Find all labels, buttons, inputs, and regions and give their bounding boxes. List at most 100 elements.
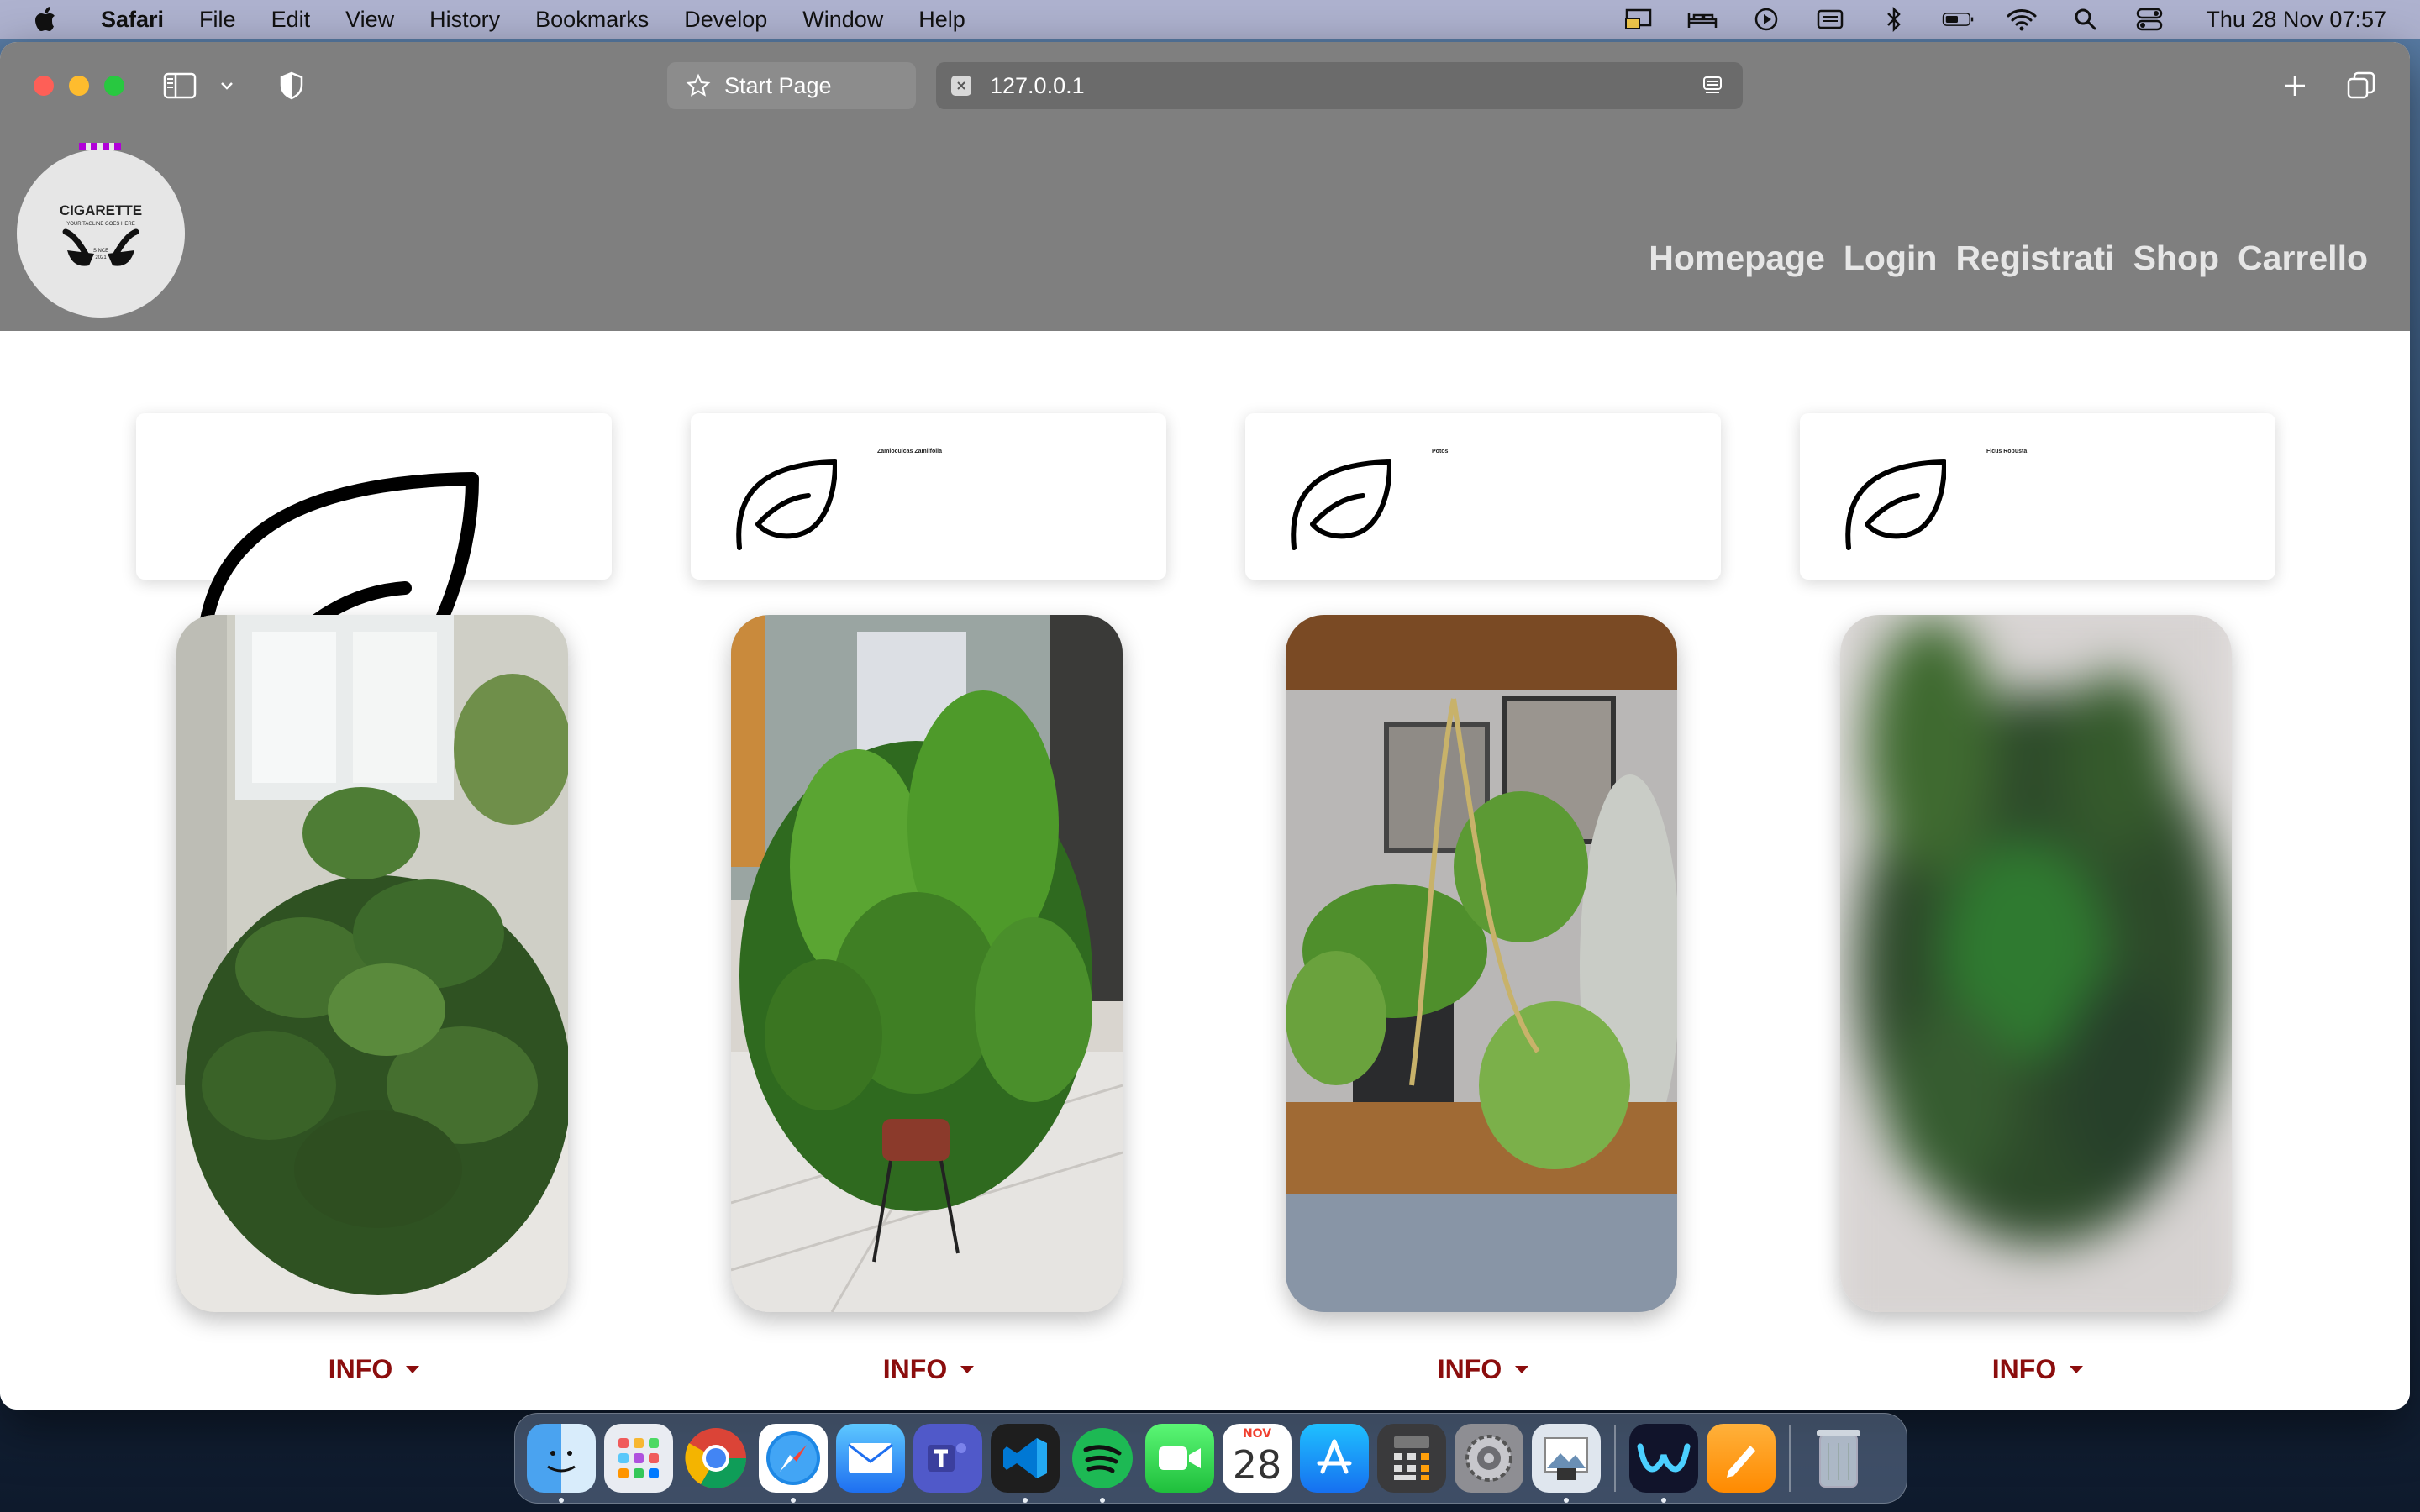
- now-playing-icon[interactable]: [1750, 7, 1782, 32]
- logo-brand-text: CIGARETTE: [60, 202, 142, 218]
- wifi-icon[interactable]: [2006, 7, 2038, 32]
- menu-develop[interactable]: Develop: [684, 6, 768, 32]
- dock-separator: [1614, 1425, 1616, 1492]
- product-photo-potos[interactable]: [1286, 615, 1677, 1312]
- product-photo-ficus[interactable]: [1840, 615, 2232, 1312]
- product-info-card: Zamioculcas Zamiifolia: [691, 413, 1166, 580]
- site-header: CIGARETTE YOUR TAGLINE GOES HERE SINCE 2…: [0, 129, 2410, 331]
- keyboard-icon[interactable]: [1814, 7, 1846, 32]
- menu-bookmarks[interactable]: Bookmarks: [535, 6, 650, 32]
- browser-window: Start Page 127.0.0.1 CIGARETTE YOUR TAGL…: [0, 42, 2410, 1410]
- screen-mirroring-icon[interactable]: [1623, 7, 1655, 32]
- tab-active-address[interactable]: 127.0.0.1: [936, 62, 1743, 109]
- tab-start-page[interactable]: Start Page: [667, 62, 916, 109]
- browser-toolbar: Start Page 127.0.0.1: [0, 42, 2410, 129]
- spotify-icon[interactable]: [1068, 1424, 1137, 1503]
- safari-icon[interactable]: [759, 1424, 828, 1503]
- nav-shop[interactable]: Shop: [2133, 239, 2220, 277]
- product-info-card: Potos: [1245, 413, 1721, 580]
- apple-icon[interactable]: [34, 5, 59, 34]
- app-store-icon[interactable]: [1300, 1424, 1369, 1493]
- info-dropdown-button[interactable]: INFO: [1800, 1354, 2275, 1385]
- info-dropdown-button[interactable]: INFO: [136, 1354, 612, 1385]
- info-label: INFO: [328, 1354, 393, 1384]
- bed-icon[interactable]: [1686, 7, 1718, 32]
- teams-icon[interactable]: [913, 1424, 982, 1493]
- dock-separator: [1789, 1425, 1791, 1492]
- pages-icon[interactable]: [1707, 1424, 1776, 1493]
- status-area: Thu 28 Nov 07:57: [1623, 7, 2386, 33]
- chevron-down-icon[interactable]: [220, 67, 234, 104]
- launchpad-icon[interactable]: [604, 1424, 673, 1493]
- menu-edit[interactable]: Edit: [271, 6, 311, 32]
- leaf-icon: [178, 432, 548, 625]
- product-card: Ficus Robusta INFO: [1800, 331, 2275, 1410]
- product-name: Zamioculcas Zamiifolia: [877, 449, 943, 454]
- menu-window[interactable]: Window: [802, 6, 884, 32]
- facetime-icon[interactable]: [1145, 1424, 1214, 1493]
- address-text[interactable]: 127.0.0.1: [990, 72, 1085, 98]
- calculator-icon[interactable]: [1377, 1424, 1446, 1493]
- product-name: Ficus Robusta: [1986, 449, 2028, 454]
- battery-icon[interactable]: [1942, 7, 1974, 32]
- chrome-icon[interactable]: [681, 1424, 750, 1493]
- menu-file[interactable]: File: [199, 6, 236, 32]
- main-nav: Homepage Login Registrati Shop Carrello: [1649, 239, 2368, 278]
- tab-overview-icon[interactable]: [2346, 67, 2376, 104]
- dock: NOV 28: [514, 1413, 1907, 1504]
- nav-homepage[interactable]: Homepage: [1649, 239, 1825, 277]
- product-card: INFO: [136, 331, 612, 1410]
- webex-icon[interactable]: [1629, 1424, 1698, 1503]
- minimize-window-button[interactable]: [69, 76, 89, 96]
- sidebar-icon[interactable]: [163, 67, 197, 104]
- tab-start-label: Start Page: [724, 72, 832, 98]
- caret-down-icon: [960, 1366, 975, 1373]
- info-dropdown-button[interactable]: INFO: [1245, 1354, 1721, 1385]
- logo-since-text: SINCE: [93, 249, 108, 254]
- nav-login[interactable]: Login: [1843, 239, 1938, 277]
- calendar-icon[interactable]: NOV 28: [1223, 1424, 1292, 1493]
- menu-bar: Safari File Edit View History Bookmarks …: [0, 0, 2420, 39]
- new-tab-icon[interactable]: [2282, 67, 2307, 104]
- menu-help[interactable]: Help: [918, 6, 965, 32]
- preview-icon[interactable]: [1532, 1424, 1601, 1503]
- product-grid: INFO Zamioculcas Zamiifolia: [0, 331, 2410, 1410]
- logo-year-text: 2021: [95, 255, 107, 260]
- system-settings-icon[interactable]: [1455, 1424, 1523, 1493]
- star-icon: [686, 73, 711, 97]
- product-photo-peperomia[interactable]: [176, 615, 568, 1312]
- calendar-day: 28: [1232, 1442, 1282, 1488]
- info-dropdown-button[interactable]: INFO: [691, 1354, 1166, 1385]
- leaf-icon: [733, 447, 838, 555]
- menu-safari[interactable]: Safari: [101, 6, 165, 32]
- window-controls: [34, 76, 124, 96]
- mail-icon[interactable]: [836, 1424, 905, 1493]
- leaf-icon: [1842, 447, 1947, 555]
- logo-accent-strip: [79, 143, 121, 150]
- nav-registrati[interactable]: Registrati: [1955, 239, 2115, 277]
- leaf-icon: [1287, 447, 1392, 555]
- spotlight-search-icon[interactable]: [2070, 7, 2102, 32]
- zoom-window-button[interactable]: [104, 76, 124, 96]
- bluetooth-icon[interactable]: [1878, 7, 1910, 32]
- site-logo[interactable]: CIGARETTE YOUR TAGLINE GOES HERE SINCE 2…: [17, 150, 185, 318]
- privacy-shield-icon[interactable]: [279, 67, 304, 104]
- finder-icon[interactable]: [527, 1424, 596, 1503]
- menu-view[interactable]: View: [345, 6, 395, 32]
- info-label: INFO: [882, 1354, 948, 1384]
- menu-clock[interactable]: Thu 28 Nov 07:57: [2206, 6, 2386, 32]
- product-card: Zamioculcas Zamiifolia: [691, 331, 1166, 1410]
- caret-down-icon: [1515, 1366, 1529, 1373]
- calendar-month: NOV: [1242, 1427, 1272, 1441]
- close-window-button[interactable]: [34, 76, 54, 96]
- logo-tagline-text: YOUR TAGLINE GOES HERE: [66, 222, 134, 227]
- pipes-icon: [62, 228, 139, 266]
- menu-history[interactable]: History: [429, 6, 501, 32]
- trash-icon[interactable]: [1804, 1424, 1873, 1493]
- nav-carrello[interactable]: Carrello: [2238, 239, 2368, 277]
- reader-icon[interactable]: [1701, 74, 1724, 103]
- product-photo-zamioculcas[interactable]: [731, 615, 1123, 1312]
- vscode-icon[interactable]: [991, 1424, 1060, 1503]
- close-tab-icon[interactable]: [951, 76, 971, 96]
- control-center-icon[interactable]: [2133, 7, 2165, 32]
